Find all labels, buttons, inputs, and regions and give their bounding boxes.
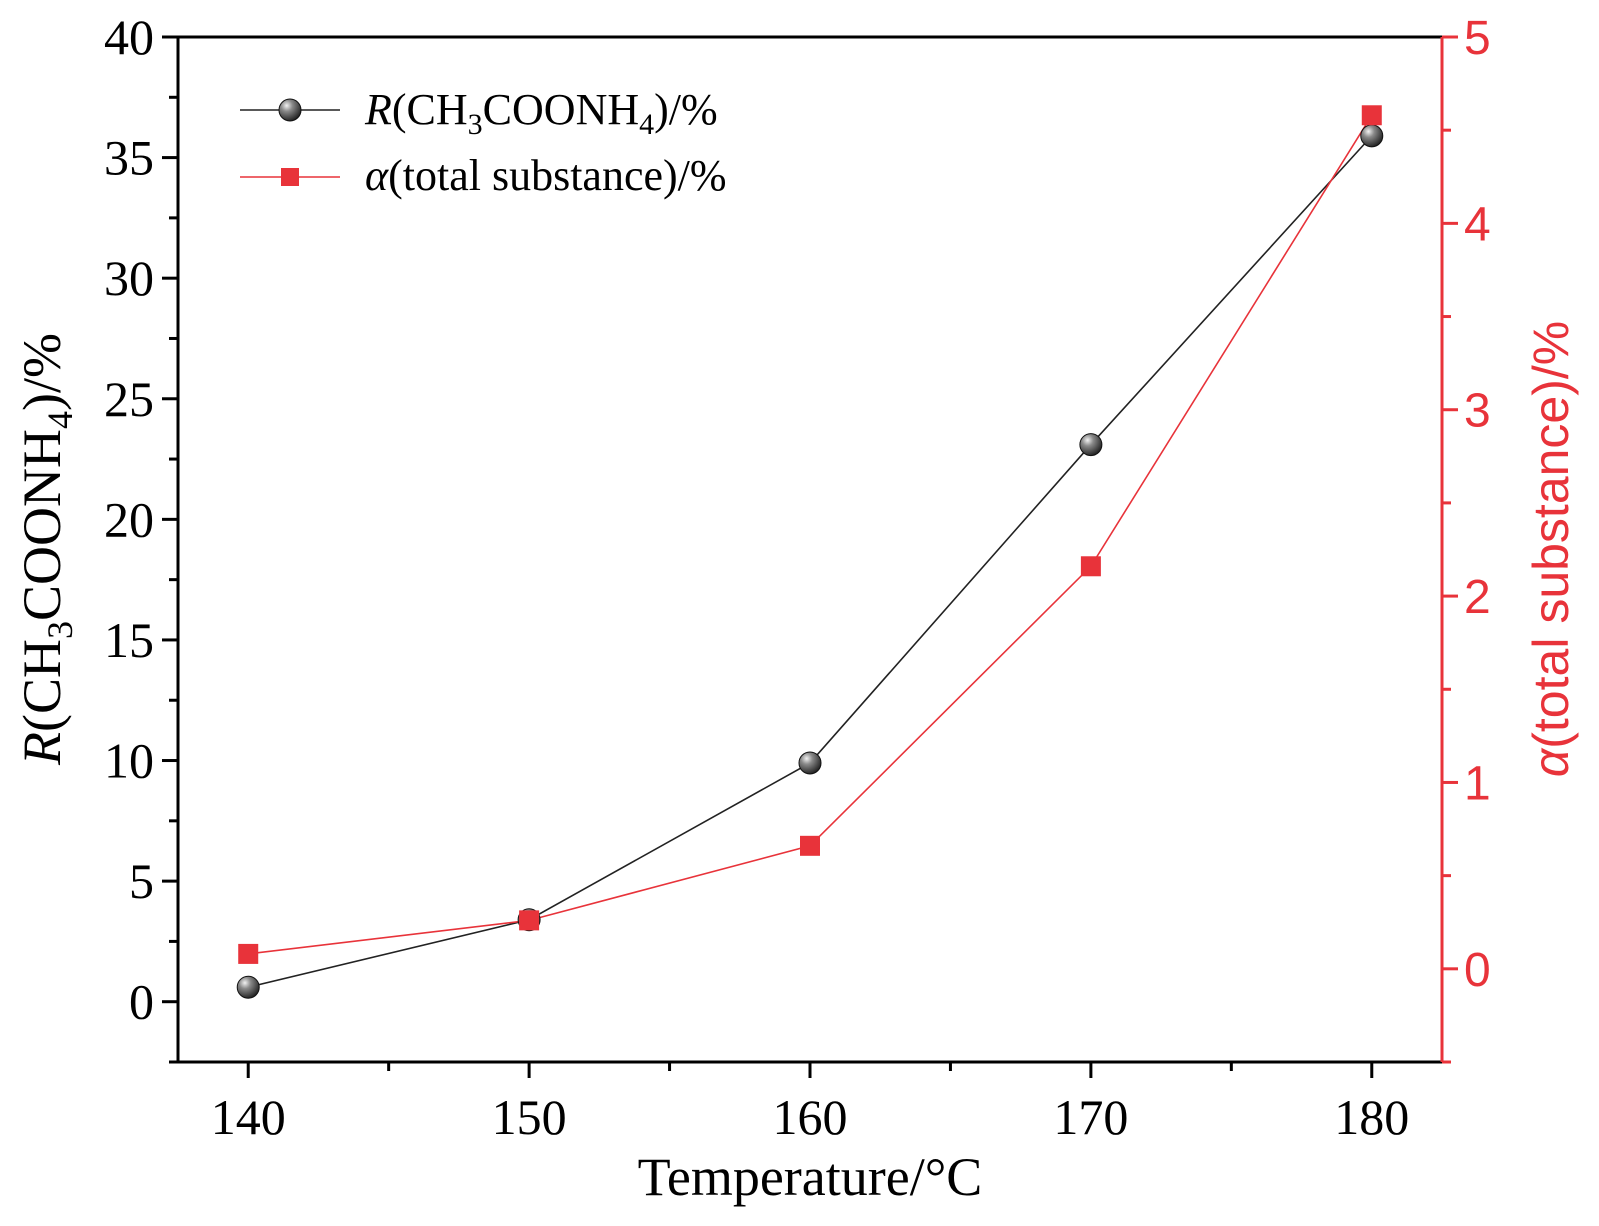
- left-tick-label: 25: [104, 371, 154, 427]
- right-tick-label: 5: [1464, 12, 1491, 65]
- alpha-data-point: [1361, 105, 1382, 126]
- alpha-data-point: [238, 943, 259, 964]
- left-tick-label: 5: [129, 853, 154, 909]
- alpha-data-point: [800, 835, 820, 856]
- legend-label-ratio: R(CH3COONH4)/%: [364, 85, 718, 141]
- right-tick-label: 4: [1464, 198, 1491, 251]
- right-tick-label: 3: [1464, 385, 1491, 438]
- x-axis-ticks: 140 150 160 170 180: [211, 1062, 1409, 1145]
- left-tick-label: 0: [129, 974, 154, 1030]
- ratio-data-point: [236, 975, 260, 999]
- left-tick-label: 10: [104, 733, 154, 789]
- legend-entry-ratio: R(CH3COONH4)/%: [240, 85, 718, 141]
- ratio-data-point: [1079, 433, 1103, 457]
- series-line-alpha: [248, 114, 1373, 955]
- x-tick-label: 160: [773, 1089, 848, 1145]
- right-y-axis-title: α(total substance)/%: [1523, 321, 1579, 778]
- x-tick-label: 170: [1053, 1089, 1128, 1145]
- alpha-data-point: [1080, 556, 1101, 577]
- x-axis-title: Temperature/°C: [638, 1147, 983, 1207]
- left-tick-label: 20: [104, 491, 154, 547]
- legend-entry-alpha: α(total substance)/%: [240, 151, 727, 200]
- x-tick-label: 150: [492, 1089, 567, 1145]
- left-y-axis-title: R(CH3COONH4)/%: [12, 333, 80, 766]
- series-layer: [236, 105, 1384, 999]
- x-tick-label: 180: [1334, 1089, 1409, 1145]
- right-tick-label: 0: [1464, 944, 1491, 997]
- right-y-axis-ticks: 0 1 2 3 4 5: [1442, 12, 1491, 1064]
- left-tick-label: 40: [104, 9, 154, 65]
- left-tick-label: 30: [104, 250, 154, 306]
- right-tick-label: 1: [1464, 757, 1491, 810]
- series-line-ratio: [248, 135, 1373, 989]
- x-tick-label: 140: [211, 1089, 286, 1145]
- left-tick-label: 15: [104, 612, 154, 668]
- legend-label-alpha: α(total substance)/%: [365, 151, 727, 200]
- alpha-data-point: [519, 910, 540, 931]
- legend-marker-square: [281, 168, 299, 186]
- right-tick-label: 2: [1464, 571, 1491, 624]
- ratio-data-point: [798, 751, 822, 775]
- left-tick-label: 35: [104, 130, 154, 186]
- legend-marker-sphere: [278, 98, 302, 122]
- left-y-axis-ticks: 0 5 10 15 20 25 30 35 40: [104, 9, 178, 1064]
- legend: R(CH3COONH4)/% α(total substance)/%: [240, 85, 727, 200]
- ratio-data-point: [1360, 124, 1384, 148]
